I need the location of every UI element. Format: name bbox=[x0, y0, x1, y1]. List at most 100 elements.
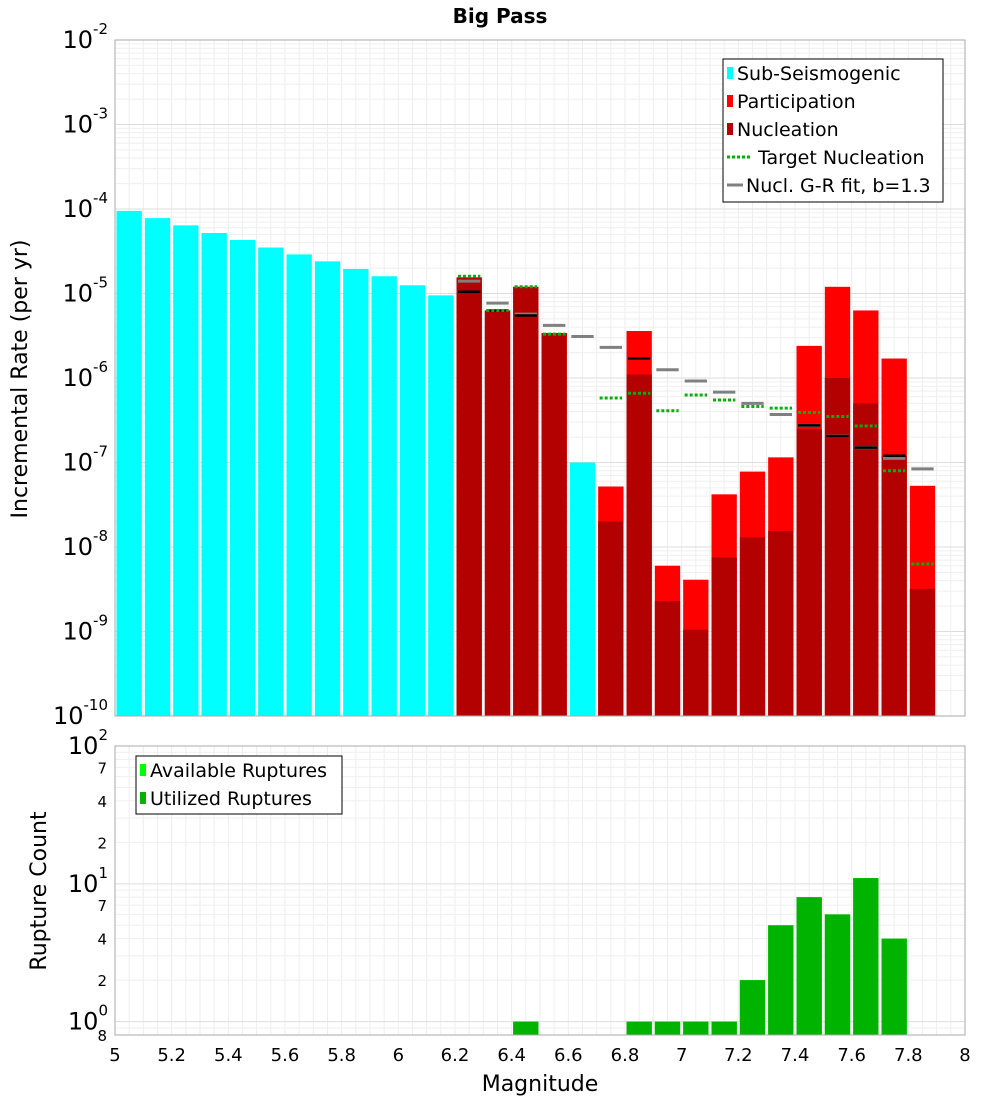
x-tick-label: 7.6 bbox=[837, 1045, 866, 1066]
top-plot: 10-10 10-9 10-8 10-7 10-6 10-5 10-4 10-3 10-2 Su… bbox=[53, 20, 966, 730]
sub-seismogenic-bar bbox=[201, 232, 227, 716]
nucleation-bar bbox=[626, 374, 652, 716]
nucleation-bar bbox=[683, 629, 709, 716]
x-tick-label: 7.2 bbox=[724, 1045, 753, 1066]
sub-seismogenic-bar bbox=[258, 247, 284, 716]
x-tick-label: 5 bbox=[109, 1045, 120, 1066]
legend-label: Nucl. G-R fit, b=1.3 bbox=[746, 175, 931, 197]
nucleation-bar bbox=[853, 403, 879, 716]
y-minor-tick-label: 7 bbox=[97, 897, 107, 915]
bottom-legend: Available Ruptures Utilized Ruptures bbox=[135, 755, 343, 815]
top-grid bbox=[114, 39, 966, 717]
legend-label: Target Nucleation bbox=[757, 147, 925, 169]
y-minor-tick-label: 2 bbox=[97, 834, 107, 852]
top-plot-frame bbox=[114, 39, 966, 717]
sub-seismogenic-bar bbox=[343, 268, 369, 716]
top-y-axis-label: Incremental Rate (per yr) bbox=[8, 240, 33, 519]
y-minor-tick-label: 2 bbox=[97, 972, 107, 990]
nucleation-bar bbox=[484, 310, 511, 716]
legend-box bbox=[722, 58, 944, 203]
legend-swatch bbox=[727, 95, 733, 107]
x-ticks: 5 5.2 5.4 5.6 5.8 6 6.2 6.4 6.6 6.8 7 7.2 7.4 7.6 7.8 8 bbox=[109, 1045, 970, 1066]
y-tick-label: 10-4 bbox=[62, 189, 108, 223]
nucleation-bar bbox=[796, 428, 822, 716]
x-axis-label: Magnitude bbox=[482, 1072, 599, 1097]
x-tick-label: 5.2 bbox=[157, 1045, 186, 1066]
sub-seismogenic-bar bbox=[569, 462, 596, 716]
utilized-ruptures-bar bbox=[768, 925, 794, 1035]
y-minor-tick-label: 7 bbox=[97, 759, 107, 777]
nucleation-bar bbox=[739, 537, 766, 716]
utilized-ruptures-bar bbox=[853, 878, 879, 1035]
sub-seismogenic-bar bbox=[428, 295, 454, 716]
nucleation-bar bbox=[768, 530, 794, 716]
x-tick-label: 7.4 bbox=[781, 1045, 810, 1066]
utilized-ruptures-bar bbox=[796, 897, 822, 1035]
sub-seismogenic-bar bbox=[371, 276, 397, 716]
y-tick-label: 10-7 bbox=[62, 443, 108, 477]
legend-swatch bbox=[140, 764, 146, 776]
nucleation-bar bbox=[881, 455, 907, 716]
utilized-ruptures-bar bbox=[654, 1021, 681, 1035]
utilized-ruptures-bar bbox=[513, 1021, 539, 1035]
nucleation-bar bbox=[654, 600, 681, 716]
top-legend: Sub-Seismogenic Participation Nucleation Ta… bbox=[722, 58, 944, 203]
nucleation-bar bbox=[824, 378, 851, 716]
x-tick-label: 8 bbox=[959, 1045, 970, 1066]
legend-label: Sub-Seismogenic bbox=[737, 63, 901, 85]
nucleation-bar bbox=[598, 521, 624, 716]
x-tick-label: 5.8 bbox=[327, 1045, 356, 1066]
nucleation-bar bbox=[909, 588, 936, 716]
utilized-ruptures-bar bbox=[683, 1021, 709, 1035]
sub-seismogenic-bar bbox=[399, 285, 426, 716]
nucleation-bar bbox=[541, 333, 567, 716]
x-tick-label: 7 bbox=[676, 1045, 687, 1066]
y-tick-label: 101 bbox=[68, 864, 108, 898]
y-tick-label: 10-5 bbox=[62, 274, 108, 308]
top-bars bbox=[116, 210, 936, 716]
nucleation-bar bbox=[456, 277, 482, 716]
utilized-ruptures-bar bbox=[739, 980, 766, 1035]
x-tick-label: 6.4 bbox=[497, 1045, 526, 1066]
x-tick-label: 6 bbox=[393, 1045, 404, 1066]
y-tick-label: 10-10 bbox=[53, 696, 108, 730]
utilized-ruptures-bar bbox=[881, 938, 907, 1035]
utilized-ruptures-bar bbox=[711, 1021, 737, 1035]
top-y-ticks: 10-10 10-9 10-8 10-7 10-6 10-5 10-4 10-3 10-2 bbox=[53, 20, 108, 730]
nucleation-bar bbox=[711, 557, 737, 716]
sub-seismogenic-bar bbox=[173, 225, 199, 716]
bottom-y-axis-label: Rupture Count bbox=[27, 811, 52, 971]
y-tick-label: 10-8 bbox=[62, 527, 108, 561]
sub-seismogenic-bar bbox=[116, 210, 142, 716]
y-tick-label: 10-6 bbox=[62, 358, 108, 392]
legend-swatch bbox=[727, 67, 733, 79]
x-tick-label: 5.4 bbox=[214, 1045, 243, 1066]
legend-swatch bbox=[140, 792, 146, 804]
y-tick-label: 10-9 bbox=[62, 612, 108, 646]
sub-seismogenic-bar bbox=[286, 254, 312, 716]
bottom-bars bbox=[513, 878, 907, 1035]
bottom-plot-frame bbox=[114, 745, 966, 1036]
legend-swatch bbox=[727, 123, 733, 135]
x-tick-label: 6.8 bbox=[611, 1045, 640, 1066]
x-tick-label: 7.8 bbox=[894, 1045, 923, 1066]
y-minor-tick-label: 4 bbox=[97, 793, 107, 811]
y-tick-label: 102 bbox=[68, 726, 108, 760]
legend-label: Nucleation bbox=[737, 119, 839, 141]
y-minor-tick-label: 4 bbox=[97, 931, 107, 949]
y-tick-label: 10-3 bbox=[62, 105, 108, 139]
sub-seismogenic-bar bbox=[229, 239, 256, 716]
sub-seismogenic-bar bbox=[144, 218, 171, 716]
legend-label: Available Ruptures bbox=[150, 760, 327, 782]
x-tick-label: 6.2 bbox=[441, 1045, 470, 1066]
y-tick-label: 10-2 bbox=[62, 20, 108, 54]
x-tick-label: 6.6 bbox=[554, 1045, 583, 1066]
top-lines bbox=[458, 274, 934, 566]
legend-label: Participation bbox=[737, 91, 856, 113]
utilized-ruptures-bar bbox=[626, 1021, 652, 1035]
legend-label: Utilized Ruptures bbox=[150, 788, 312, 810]
utilized-ruptures-bar bbox=[824, 914, 851, 1035]
